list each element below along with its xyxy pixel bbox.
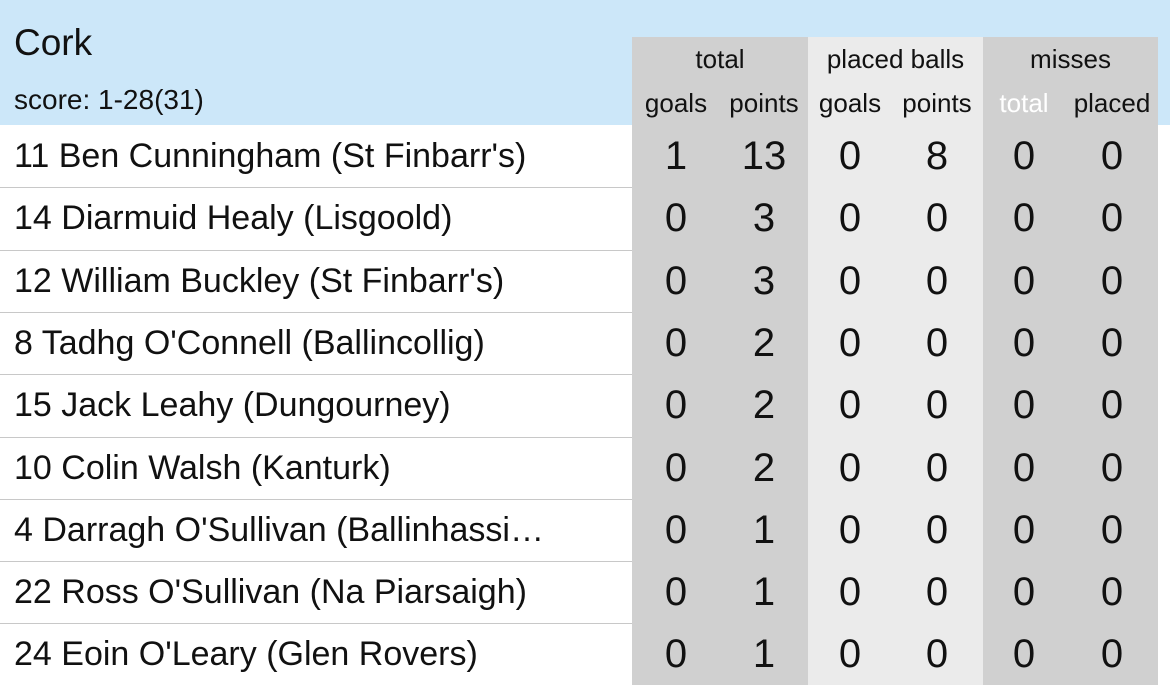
stat-cell: 2 (752, 383, 776, 428)
stat-cell: 0 (925, 383, 949, 428)
stat-cell: 0 (664, 258, 688, 303)
column-subheader: placed (1073, 88, 1151, 118)
stat-cell: 3 (752, 196, 776, 241)
stat-cell: 0 (1100, 632, 1124, 677)
stat-cell: 0 (838, 196, 862, 241)
player-name: 15 Jack Leahy (Dungourney) (14, 386, 451, 425)
row-separator (0, 311, 632, 313)
stat-cell: 0 (925, 445, 949, 490)
stat-cell: 2 (752, 320, 776, 365)
stat-cell: 0 (838, 320, 862, 365)
column-group-header: total (695, 44, 745, 74)
stat-cell: 0 (664, 445, 688, 490)
stat-cell: 13 (741, 134, 787, 178)
row-separator (0, 498, 632, 500)
stat-cell: 0 (1100, 570, 1124, 615)
stat-cell: 0 (664, 507, 688, 552)
player-name: 10 Colin Walsh (Kanturk) (14, 448, 391, 487)
stat-cell: 0 (838, 383, 862, 428)
team-name: Cork (14, 22, 93, 63)
column-group-header: placed balls (826, 44, 965, 74)
stat-cell: 0 (664, 632, 688, 677)
row-separator (0, 187, 632, 189)
row-separator (0, 374, 632, 376)
player-name: 14 Diarmuid Healy (Lisgoold) (14, 199, 453, 238)
stat-cell: 0 (1012, 632, 1036, 677)
column-subheader: total (999, 88, 1049, 118)
column-subheader: goals (644, 88, 708, 118)
stat-cell: 0 (925, 570, 949, 615)
stat-cell: 0 (1100, 507, 1124, 552)
stat-cell: 0 (1012, 570, 1036, 615)
column-subheader: points (729, 88, 799, 118)
column-group-header: misses (1030, 44, 1111, 74)
stat-cell: 0 (664, 383, 688, 428)
row-separator (0, 561, 632, 563)
stat-cell: 0 (1012, 320, 1036, 365)
stat-cell: 0 (925, 196, 949, 241)
stat-cell: 0 (1100, 320, 1124, 365)
stat-cell: 0 (925, 507, 949, 552)
placed-column-bg (808, 37, 983, 685)
column-subheader: points (902, 88, 972, 118)
stat-cell: 0 (1012, 134, 1036, 178)
player-name: 4 Darragh O'Sullivan (Ballinhassi… (14, 510, 544, 549)
stat-cell: 8 (925, 134, 949, 178)
stat-cell: 2 (752, 445, 776, 490)
stat-cell: 3 (752, 258, 776, 303)
misses-column-bg (983, 37, 1158, 685)
total-column-bg (632, 37, 808, 685)
stat-cell: 1 (752, 507, 776, 552)
stat-cell: 0 (664, 196, 688, 241)
stat-cell: 0 (664, 320, 688, 365)
player-name: 24 Eoin O'Leary (Glen Rovers) (14, 635, 478, 674)
stat-cell: 1 (664, 134, 688, 178)
stat-cell: 0 (1012, 196, 1036, 241)
stat-cell: 0 (1100, 134, 1124, 178)
stat-cell: 1 (752, 632, 776, 677)
stat-cell: 0 (838, 445, 862, 490)
stat-cell: 0 (1012, 383, 1036, 428)
player-name: 11 Ben Cunningham (St Finbarr's) (14, 137, 527, 175)
stat-cell: 0 (925, 258, 949, 303)
stat-cell: 1 (752, 570, 776, 615)
player-name: 8 Tadhg O'Connell (Ballincollig) (14, 323, 485, 362)
stat-cell: 0 (1100, 383, 1124, 428)
row-separator (0, 623, 632, 625)
stat-cell: 0 (838, 632, 862, 677)
player-name: 12 William Buckley (St Finbarr's) (14, 261, 505, 300)
stat-cell: 0 (1100, 196, 1124, 241)
stat-cell: 0 (925, 320, 949, 365)
stat-cell: 0 (1100, 258, 1124, 303)
stat-cell: 0 (1012, 507, 1036, 552)
stat-cell: 0 (1012, 258, 1036, 303)
stat-cell: 0 (838, 507, 862, 552)
column-subheader: goals (818, 88, 882, 118)
stat-cell: 0 (1012, 445, 1036, 490)
team-score: score: 1-28(31) (14, 84, 204, 115)
stat-cell: 0 (838, 258, 862, 303)
stat-cell: 0 (925, 632, 949, 677)
stat-cell: 0 (664, 570, 688, 615)
stat-cell: 0 (838, 134, 862, 178)
stat-cell: 0 (1100, 445, 1124, 490)
stat-cell: 0 (838, 570, 862, 615)
row-separator (0, 249, 632, 251)
player-name: 22 Ross O'Sullivan (Na Piarsaigh) (14, 573, 527, 612)
row-separator (0, 436, 632, 438)
